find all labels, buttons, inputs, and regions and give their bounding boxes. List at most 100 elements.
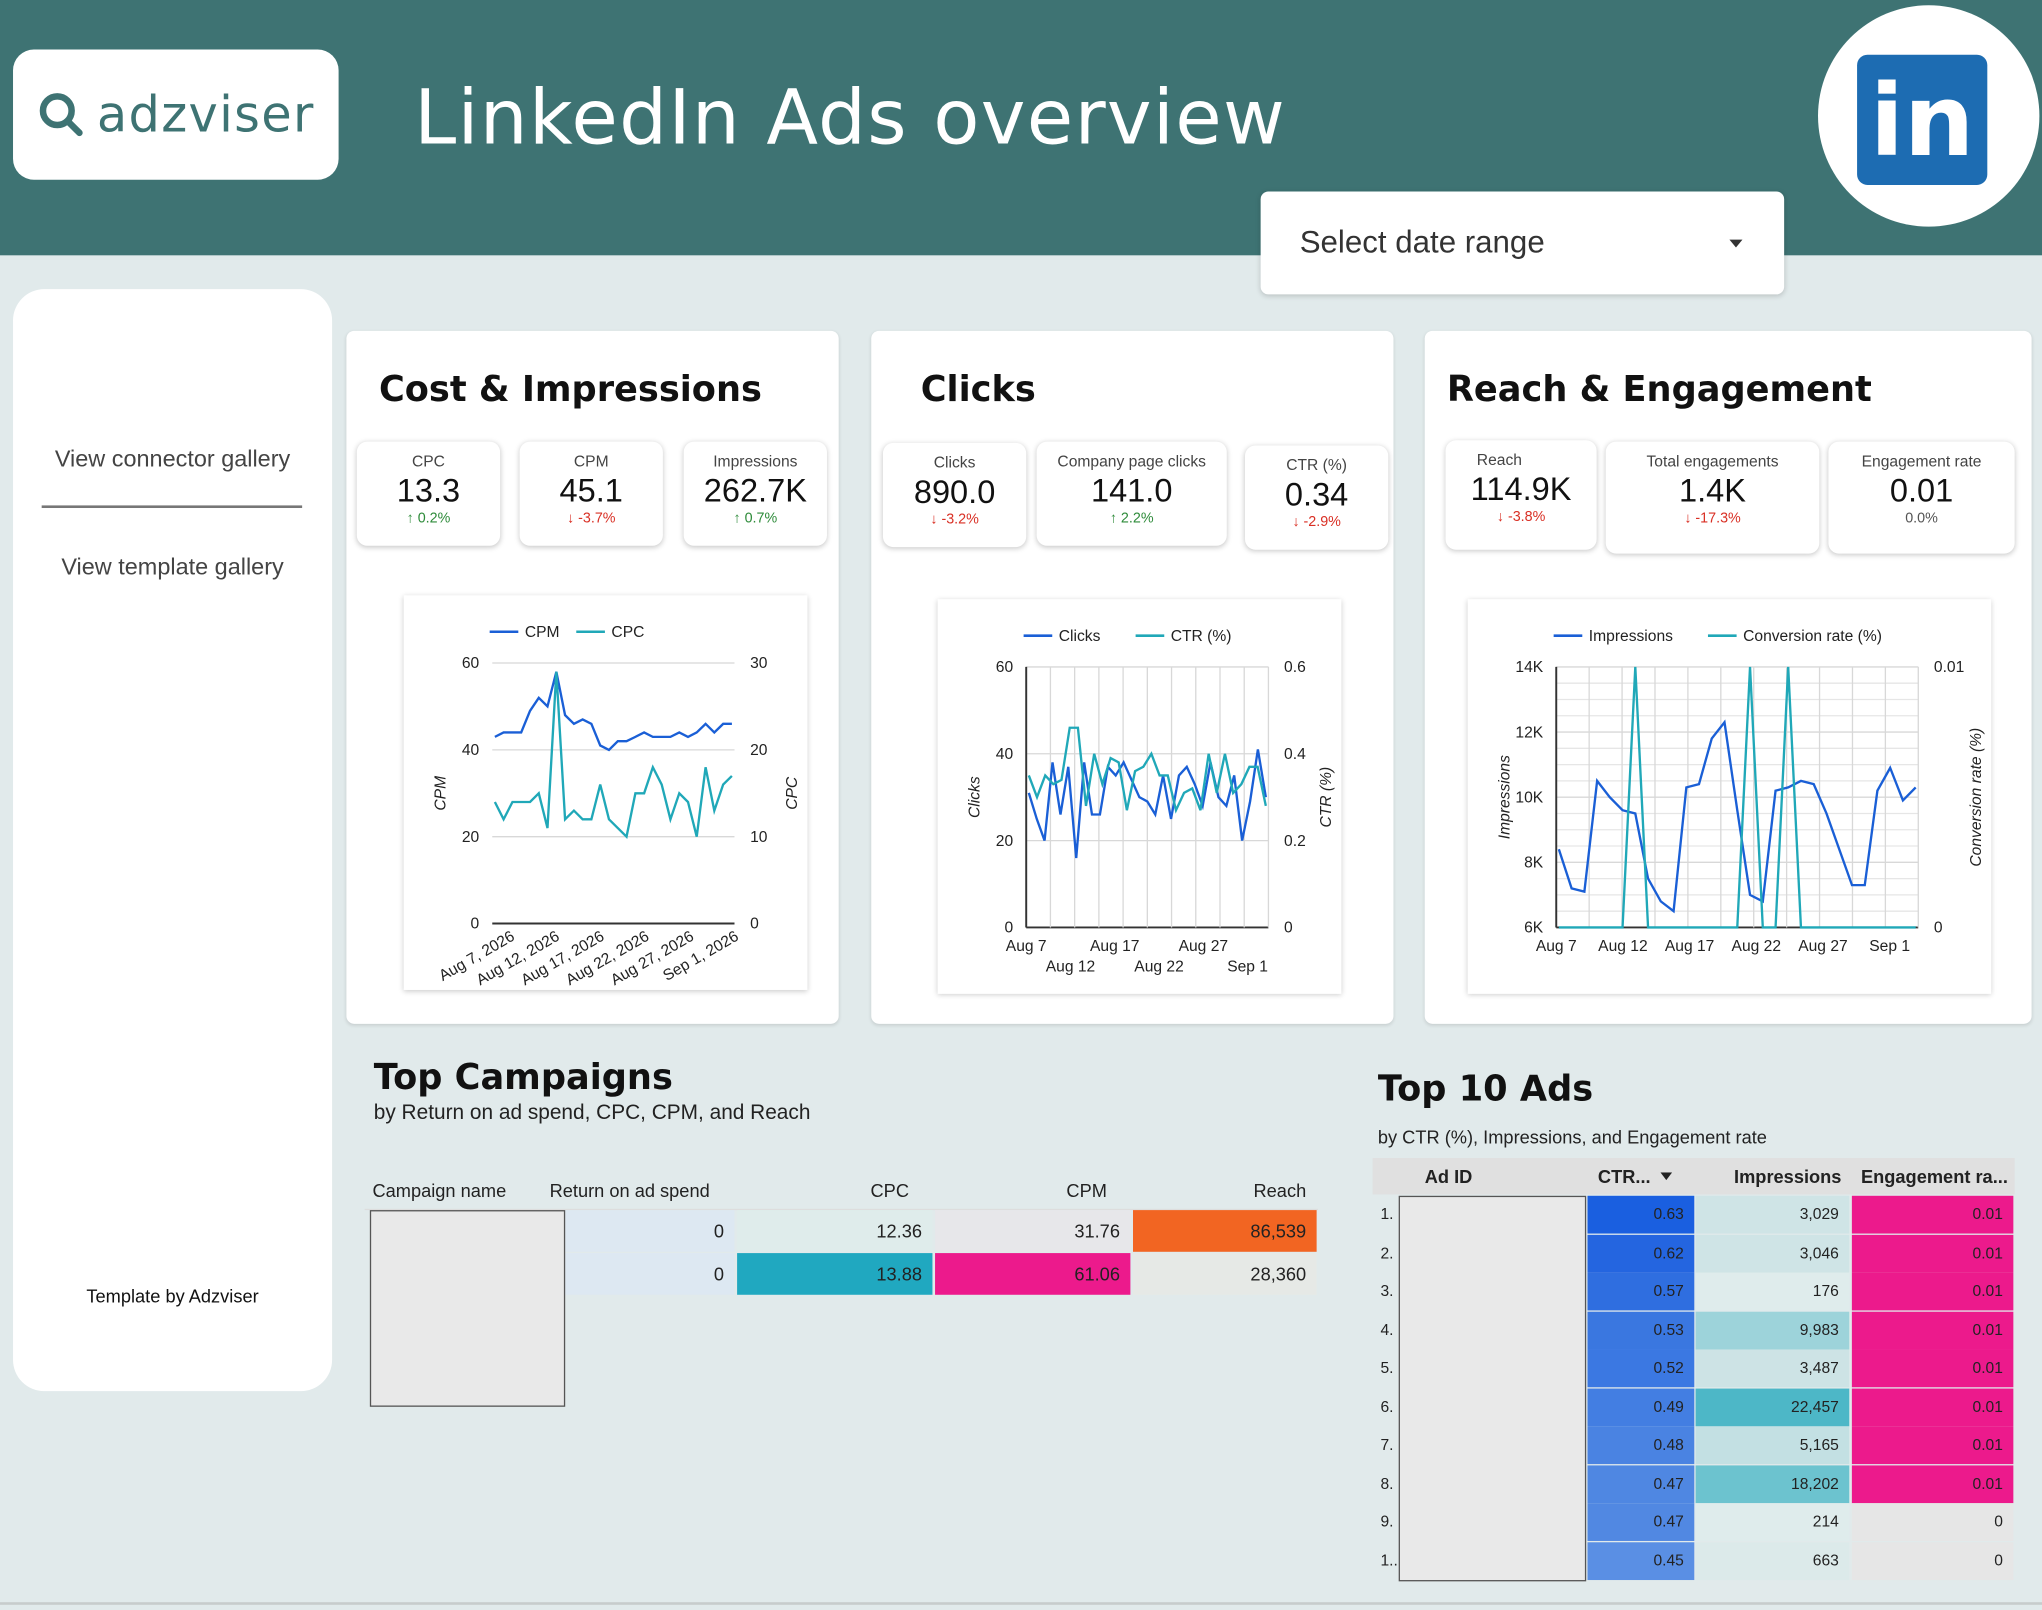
row-number: 5. [1380, 1358, 1394, 1377]
template-credit: Template by Adzviser [86, 1285, 259, 1307]
column-header[interactable]: Ad ID [1424, 1165, 1473, 1187]
y-tick-label: 40 [996, 746, 1014, 763]
table-cell: 86,539 [1133, 1210, 1317, 1252]
kpi-reach: Reach 114.9K ↓ -3.8% [1445, 440, 1597, 550]
kpi-label: CTR (%) [1286, 455, 1348, 475]
arrow-up-icon: ↑ [406, 510, 414, 527]
kpi-value: 114.9K [1470, 471, 1572, 509]
card-title: Reach & Engagement [1446, 369, 1872, 411]
kpi-value: 0.34 [1284, 476, 1349, 514]
kpi-label: Clicks [933, 453, 976, 472]
table-cell: 0.01 [1851, 1272, 2014, 1311]
linkedin-icon: in [1857, 54, 1988, 185]
y2-axis-title: CPC [784, 776, 801, 810]
arrow-down-icon: ↓ [1684, 510, 1692, 527]
brand-name: adzviser [96, 85, 315, 144]
arrow-down-icon: ↓ [1292, 514, 1300, 531]
table-cell: 12.36 [737, 1210, 933, 1252]
kpi-label: Impressions [713, 451, 798, 471]
connector-gallery-link[interactable]: View connector gallery [54, 445, 291, 472]
row-number: 2. [1380, 1243, 1394, 1262]
column-header[interactable]: CPM [1066, 1180, 1107, 1201]
template-gallery-link[interactable]: View template gallery [61, 553, 284, 580]
row-number: 1. [1380, 1204, 1394, 1224]
top-ads-subtitle: by CTR (%), Impressions, and Engagement … [1377, 1126, 1767, 1148]
row-number: 6. [1380, 1397, 1394, 1416]
search-icon [40, 93, 84, 137]
y2-tick-label: 20 [750, 742, 768, 759]
kpi-delta: ↓ -3.2% [930, 511, 979, 528]
table-cell: 0.49 [1587, 1387, 1695, 1426]
kpi-delta: ↓ -3.8% [1496, 509, 1546, 525]
column-header[interactable]: Campaign name [372, 1180, 507, 1201]
kpi-value: 1.4K [1679, 472, 1747, 510]
reach-engagement-card: Reach & Engagement Reach 114.9K ↓ -3.8% … [1424, 330, 2032, 1024]
column-header[interactable]: Reach [1253, 1180, 1307, 1201]
y-tick-label: 60 [462, 655, 480, 672]
y2-tick-label: 0.2 [1284, 833, 1306, 850]
chart-clicks-ctr-svg: 60 40 20 0 0.6 0.4 0.2 0 Clicks CTR (%) Clicks CTR … [966, 628, 1335, 976]
y2-axis-title: Conversion rate (%) [1968, 728, 1985, 867]
y-tick-label: 60 [996, 659, 1014, 676]
table-cell: 0.01 [1851, 1387, 2014, 1426]
series-line-impressions [1557, 719, 1917, 914]
y2-tick-label: 0.6 [1284, 659, 1306, 676]
column-header[interactable]: Engagement ra... [1860, 1165, 2008, 1187]
column-header[interactable]: Return on ad spend [549, 1180, 710, 1201]
y2-axis-title: CTR (%) [1318, 767, 1335, 828]
ad-id-placeholder [1398, 1195, 1587, 1582]
x-tick-label: Aug 12 [1046, 959, 1095, 976]
sort-desc-icon[interactable] [1660, 1172, 1673, 1181]
kpi-total-engagements: Total engagements 1.4K ↓ -17.3% [1605, 441, 1820, 554]
arrow-down-icon: ↓ [566, 510, 575, 527]
kpi-value: 262.7K [703, 472, 807, 510]
table-cell: 214 [1695, 1503, 1850, 1541]
table-cell: 0.01 [1851, 1426, 2014, 1465]
row-number: 8. [1380, 1473, 1394, 1493]
chart-clicks-ctr: 60 40 20 0 0.6 0.4 0.2 0 Clicks CTR (%) Clicks CTR … [937, 599, 1342, 994]
row-number: 4. [1380, 1320, 1394, 1339]
table-cell: 663 [1695, 1541, 1850, 1580]
kpi-label: Engagement rate [1861, 451, 1982, 471]
table-cell: 0 [565, 1210, 735, 1252]
row-number: 1.. [1380, 1550, 1398, 1569]
table-cell: 13.88 [737, 1253, 933, 1295]
column-header[interactable]: Impressions [1734, 1165, 1842, 1187]
legend-label: CTR (%) [1171, 628, 1232, 645]
chart-impressions-conversion-svg: 14K 12K 10K 8K 6K 0.01 0 Impressions Conversion … [1496, 628, 1985, 955]
date-range-select[interactable]: Select date range [1260, 191, 1785, 295]
y2-tick-label: 10 [750, 829, 768, 846]
legend-label: Clicks [1059, 628, 1101, 645]
table-cell: 5,165 [1695, 1426, 1850, 1465]
table-cell: 18,202 [1695, 1464, 1850, 1503]
x-tick-label: Aug 27 [1798, 938, 1847, 955]
kpi-ctr: CTR (%) 0.34 ↓ -2.9% [1244, 445, 1389, 550]
kpi-label: CPM [573, 451, 609, 471]
footer-divider [0, 1602, 2042, 1605]
y-tick-label: 0 [471, 916, 480, 933]
table-cell: 0.62 [1587, 1234, 1695, 1272]
column-header[interactable]: CPC [870, 1180, 910, 1201]
sidebar-divider [41, 505, 303, 509]
kpi-value: 890.0 [913, 474, 996, 511]
table-cell: 0.48 [1587, 1426, 1695, 1465]
series-line-cpc [493, 671, 733, 840]
top-ads-table: Ad ID CTR... Impressions Engagement ra..… [1372, 1158, 2015, 1583]
top-campaigns-title: Top Campaigns [373, 1057, 673, 1099]
brand-logo[interactable]: adzviser [13, 49, 339, 180]
y-tick-label: 20 [462, 829, 480, 846]
top-campaigns-table: Campaign name Return on ad spend CPC CPM… [364, 1167, 1318, 1428]
kpi-delta: ↓ -17.3% [1684, 510, 1741, 527]
kpi-label: CPC [411, 451, 445, 471]
kpi-delta: ↑ 0.2% [406, 510, 451, 527]
arrow-up-icon: ↑ [733, 510, 741, 527]
table-cell: 0.63 [1587, 1195, 1695, 1234]
kpi-clicks: Clicks 890.0 ↓ -3.2% [882, 442, 1027, 548]
column-header[interactable]: CTR... [1597, 1165, 1651, 1187]
table-cell: 3,029 [1695, 1195, 1850, 1234]
table-cell: 0.53 [1587, 1311, 1695, 1349]
table-cell: 0 [1851, 1541, 2014, 1580]
kpi-delta: 0.0% [1905, 510, 1938, 527]
y-tick-label: 40 [462, 742, 480, 759]
